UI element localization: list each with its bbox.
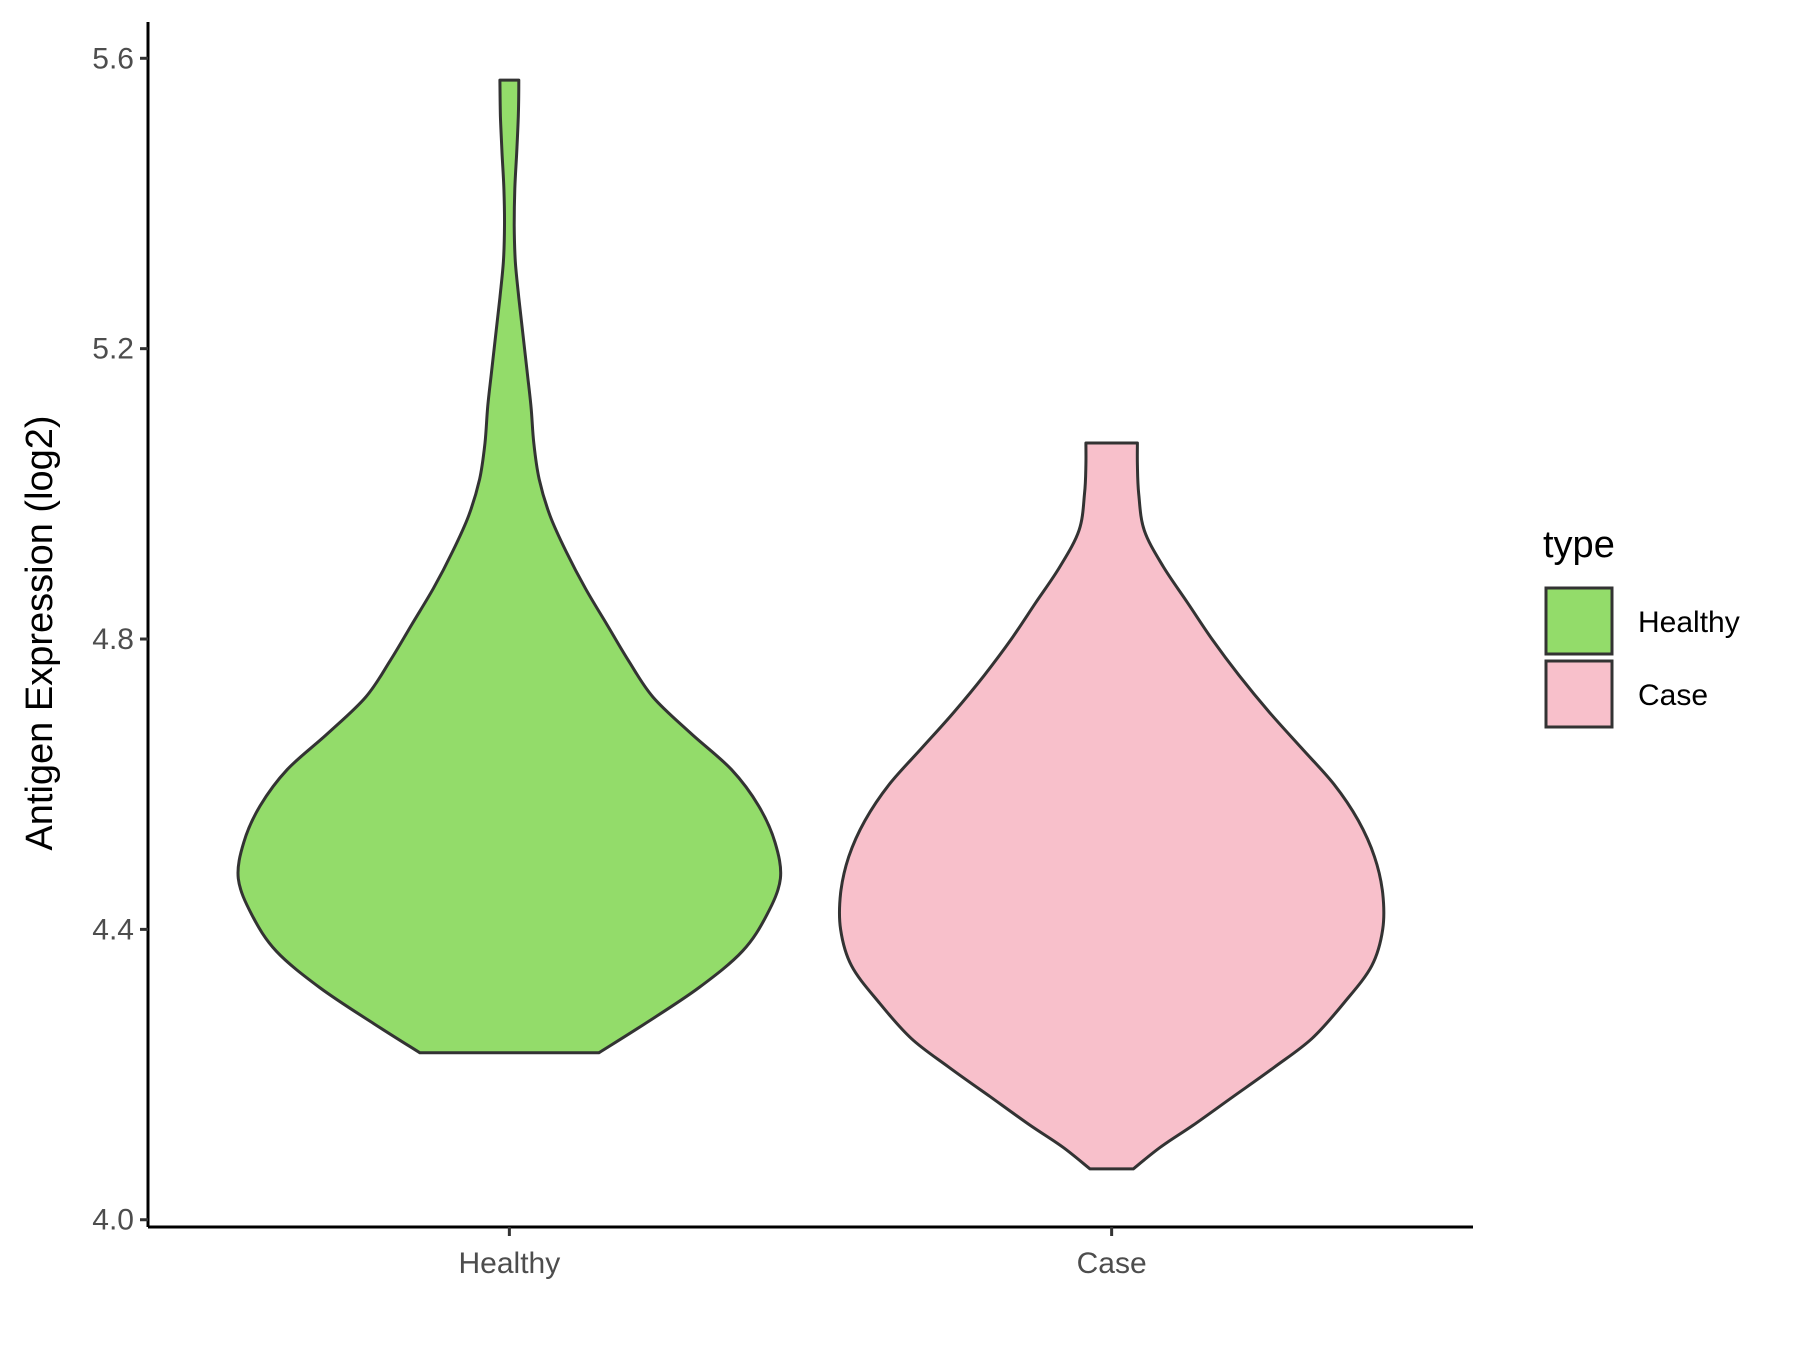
legend-label-healthy: Healthy bbox=[1638, 606, 1740, 639]
x-axis: Healthy Case bbox=[148, 1225, 1473, 1280]
legend-swatch-case bbox=[1544, 659, 1614, 729]
y-tick-label: 4.0 bbox=[92, 1204, 134, 1237]
y-tick-label: 5.6 bbox=[92, 42, 134, 75]
violin-layer bbox=[236, 78, 1386, 1171]
y-tick-label: 4.4 bbox=[92, 913, 134, 946]
y-axis-title: Antigen Expression (log2) bbox=[19, 415, 61, 850]
legend-title: type bbox=[1543, 524, 1615, 566]
y-axis: 4.0 4.4 4.8 5.2 5.6 bbox=[92, 22, 150, 1237]
legend-label-case: Case bbox=[1638, 679, 1708, 712]
legend: type Healthy Case bbox=[1543, 524, 1740, 729]
y-tick-label: 4.8 bbox=[92, 623, 134, 656]
y-tick-label: 5.2 bbox=[92, 333, 134, 366]
x-tick-label: Healthy bbox=[459, 1247, 561, 1280]
violin-healthy bbox=[236, 78, 783, 1055]
violin-case bbox=[837, 441, 1386, 1171]
x-tick-label: Case bbox=[1077, 1247, 1147, 1280]
legend-swatch-healthy bbox=[1544, 586, 1614, 656]
